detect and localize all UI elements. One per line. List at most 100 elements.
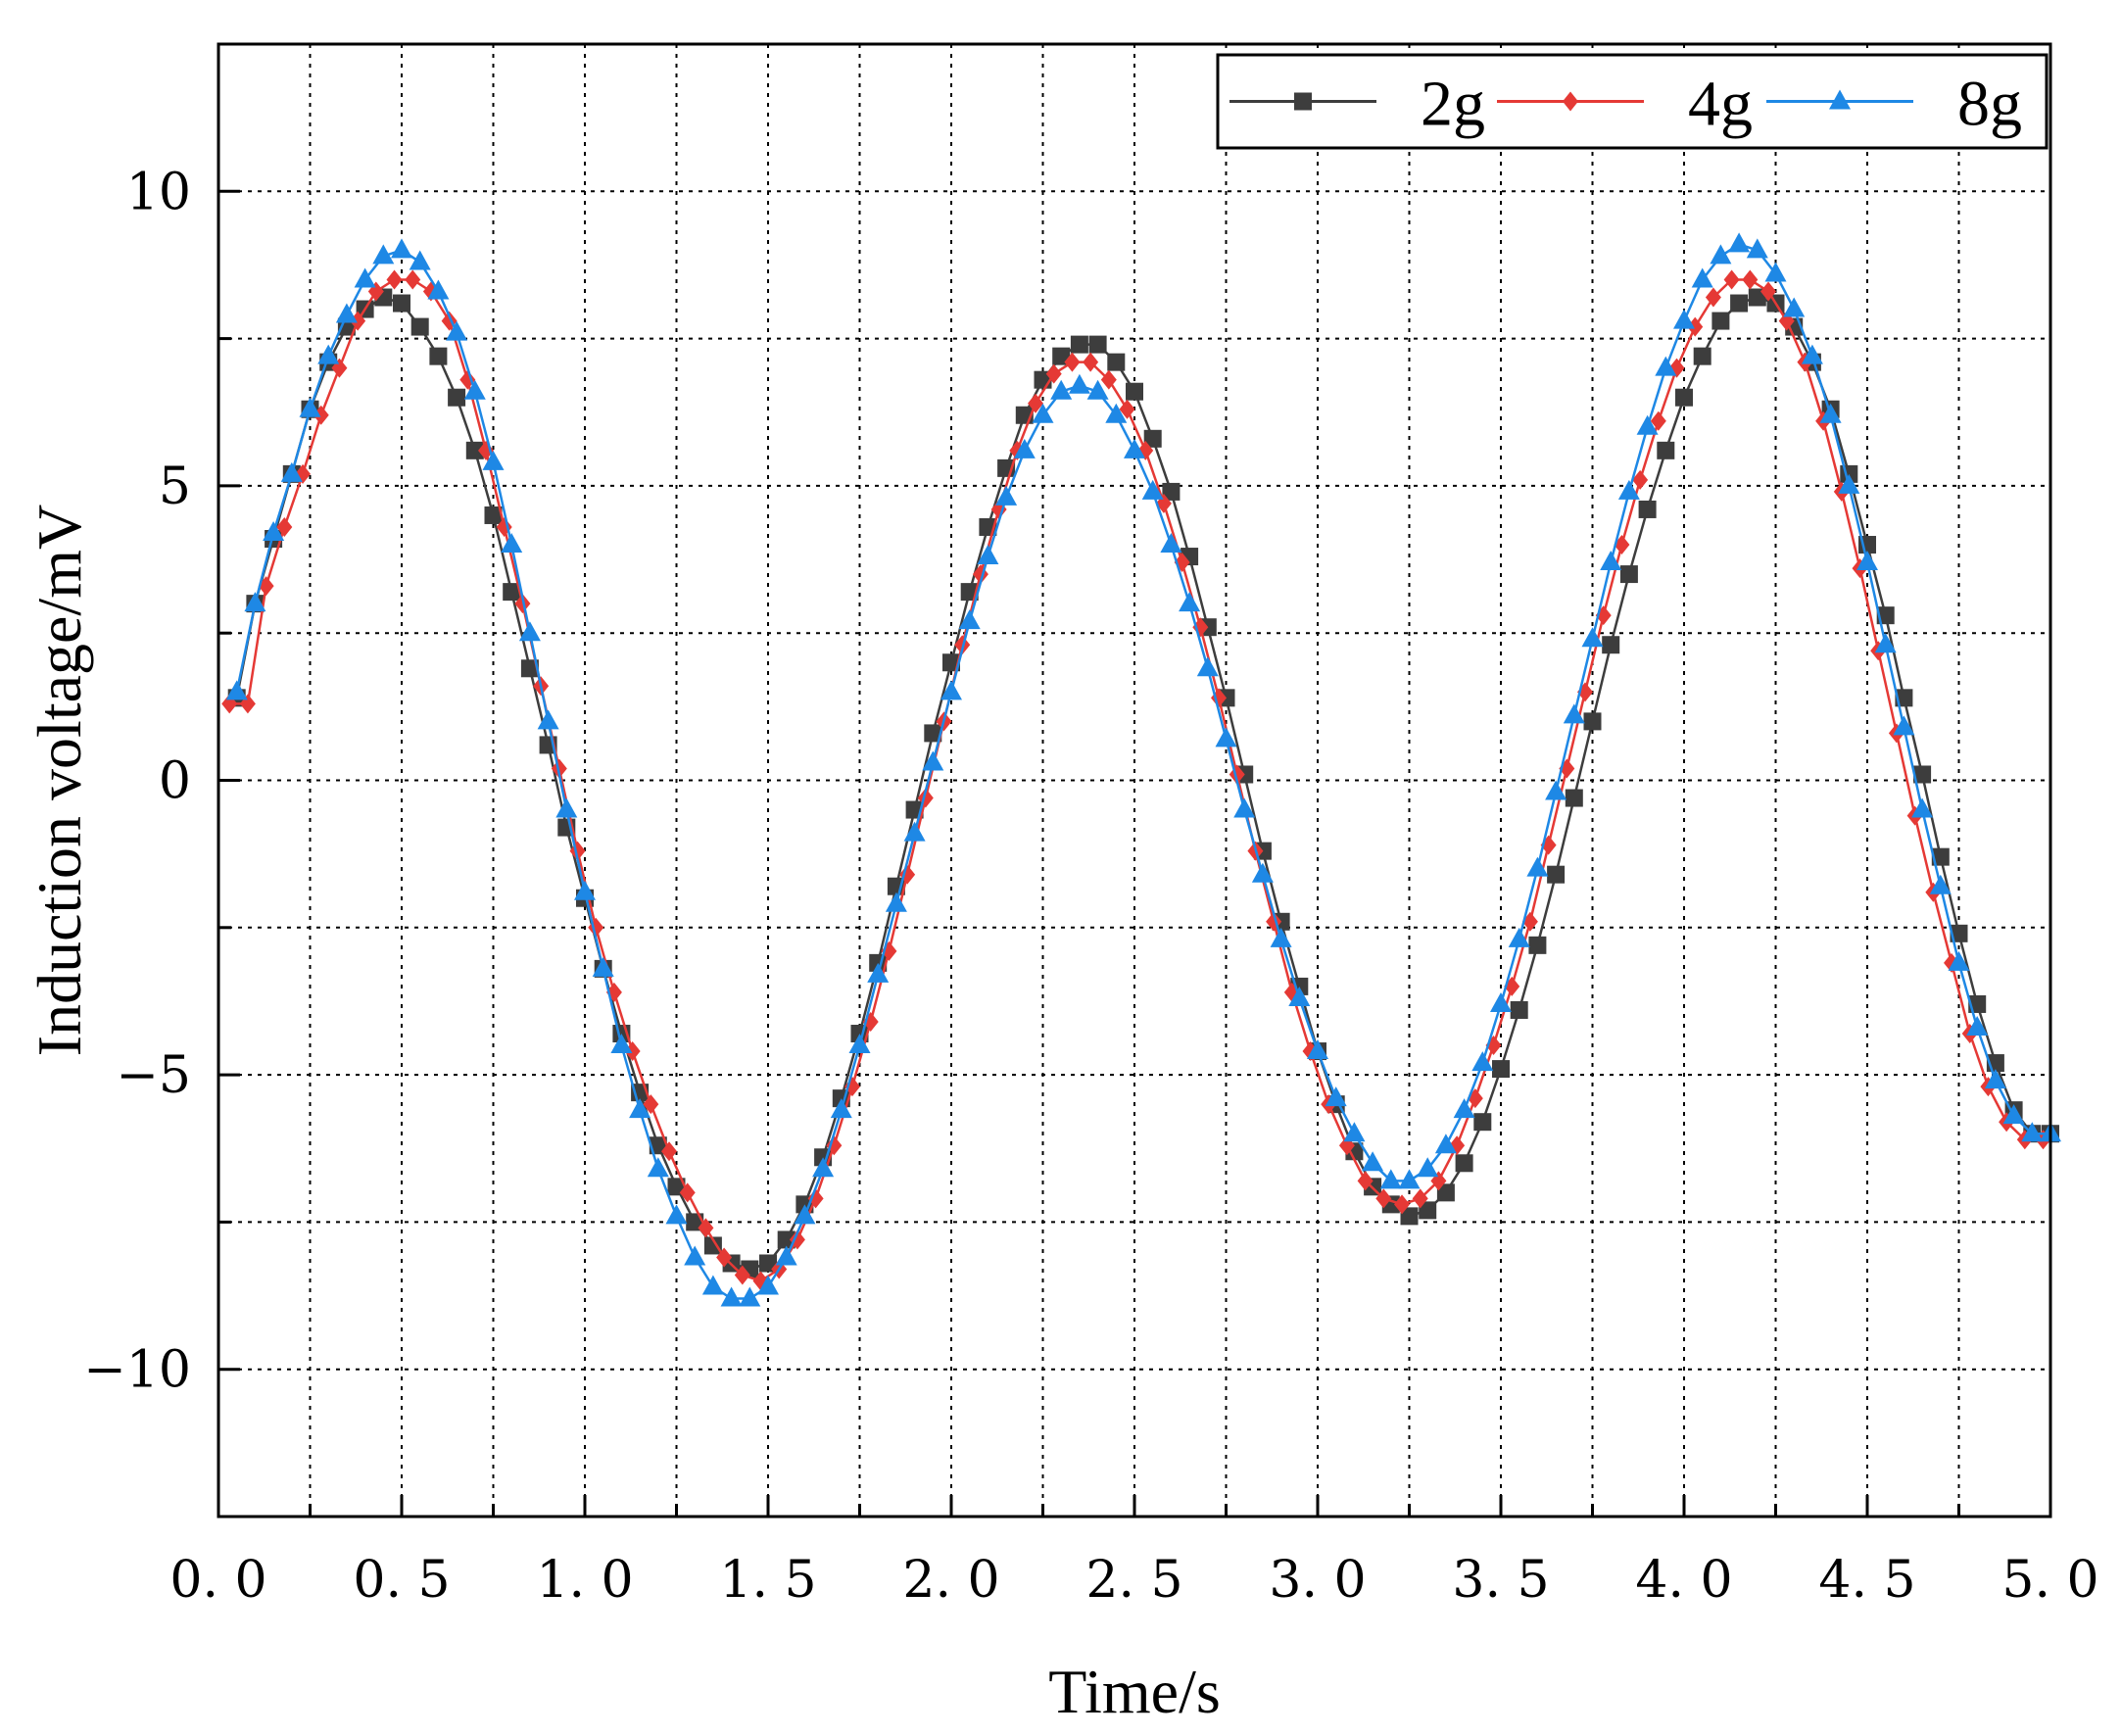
data-point [1436,1183,1455,1202]
data-point [1490,991,1512,1012]
data-point [995,485,1018,506]
data-point [1270,927,1292,947]
data-point [629,1098,651,1119]
data-point [1742,269,1759,290]
legend: 2g 4g 8g [1216,53,2049,150]
y-tick-label: −10 [83,1341,191,1400]
data-point [789,1230,805,1250]
data-point [1412,1188,1428,1209]
data-point [1675,388,1693,407]
data-point [1693,347,1711,365]
data-point [409,250,431,270]
data-point [1563,91,1578,112]
data-point [276,516,293,537]
data-point [1673,309,1695,329]
data-point [518,621,541,642]
data-point [734,1265,750,1285]
data-point [299,397,321,417]
data-point [1050,379,1073,400]
grid-lines [218,44,2050,1517]
data-point [1294,92,1312,111]
x-tick-label: 2. 0 [902,1551,999,1610]
data-point [1215,727,1237,747]
y-tick-label: 5 [159,458,191,516]
data-point [1691,267,1713,288]
data-point [1728,232,1751,253]
data-point [1119,399,1135,419]
data-point [465,441,484,459]
legend-label: 8g [1957,69,2022,140]
y-axis-tick-labels: −10 −5 0 5 10 [83,163,191,1399]
data-point [503,583,521,602]
data-point [701,1275,724,1295]
data-point [1655,356,1677,376]
data-point [661,1141,678,1162]
data-point [922,750,944,771]
data-point [1013,438,1036,458]
data-point [1638,500,1657,518]
data-point [1434,1133,1457,1154]
data-point [665,1204,688,1225]
data-point [1343,1122,1366,1142]
data-point [1455,1154,1473,1173]
data-point [1028,393,1044,413]
data-point [610,1034,633,1054]
data-point [1966,1016,1989,1037]
series-line [235,296,2050,1271]
data-point [794,1204,816,1225]
data-point [807,1188,824,1209]
data-point [482,450,505,470]
x-axis-tick-labels: 0. 0 0. 5 1. 0 1. 5 2. 0 2. 5 3. 0 3. 5 4. 0 4. 5… [169,1551,2098,1610]
data-point [280,461,303,482]
data-point [1565,789,1583,807]
data-point [958,609,981,630]
data-point [1829,89,1851,110]
data-point [1801,344,1823,364]
data-point [1492,1060,1510,1079]
x-tick-label: 4. 5 [1818,1551,1915,1610]
data-point [1419,1201,1437,1220]
data-point [1687,316,1704,337]
x-tick-label: 0. 0 [169,1551,266,1610]
data-point [1160,533,1182,554]
data-point [354,267,376,288]
data-point [867,962,890,983]
data-point [698,1218,714,1238]
data-point [2002,1104,2025,1125]
data-point [1417,1157,1439,1178]
data-point [1508,927,1530,947]
data-point [1874,633,1897,653]
data-point [427,279,450,300]
data-point [1819,403,1842,423]
data-point [903,821,926,842]
data-point [386,269,403,290]
data-point [1984,1069,2006,1089]
data-point [757,1275,779,1295]
data-point [592,956,614,977]
data-point [1528,936,1547,954]
data-point [1105,403,1128,423]
data-point [1710,244,1732,265]
data-point [739,1286,761,1307]
data-point [1711,312,1730,330]
data-point [1783,297,1806,317]
data-point [1617,479,1640,500]
data-point [1251,862,1274,883]
y-tick-label: −5 [116,1046,191,1105]
x-axis-title: Time/s [1048,1657,1221,1726]
data-point [574,880,596,900]
data-point [410,317,429,336]
data-point [1398,1169,1421,1189]
data-point [520,659,539,678]
data-point [448,388,466,407]
data-point [1473,1113,1492,1132]
data-point [391,238,412,259]
data-point [1619,565,1638,584]
x-tick-label: 3. 0 [1269,1551,1366,1610]
data-point [977,545,999,565]
data-point [812,1157,835,1178]
data-point [1723,269,1740,290]
data-point [830,1098,852,1119]
